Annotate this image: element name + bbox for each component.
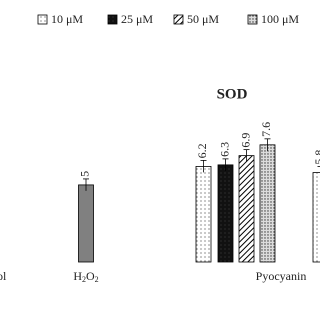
chart-title: SOD: [217, 86, 248, 102]
bar: [259, 144, 276, 263]
legend-swatch: [173, 14, 184, 25]
legend-label: 50 μM: [187, 12, 219, 26]
value-label: 7.6: [259, 122, 273, 137]
legend-label: 10 μM: [51, 12, 83, 26]
legend-label: 100 μM: [261, 12, 299, 26]
value-label: 5.8: [312, 150, 320, 165]
value-label: 6.9: [238, 133, 252, 148]
x-tick-label: H2O2: [73, 269, 98, 284]
legend-swatch: [107, 14, 118, 25]
value-label: 5: [78, 171, 92, 177]
bar: [195, 166, 212, 263]
legend-swatch: [37, 14, 48, 25]
bar: [217, 164, 234, 263]
bar: [238, 155, 255, 263]
bar: [312, 172, 320, 263]
bar: [78, 184, 94, 263]
legend-label: 25 μM: [121, 12, 153, 26]
value-label: 6.2: [195, 143, 209, 158]
legend-swatch: [247, 14, 258, 25]
x-tick-label: Control: [0, 269, 7, 283]
value-label: 6.3: [217, 142, 231, 157]
x-tick-label: Pyocyanin: [256, 269, 307, 283]
